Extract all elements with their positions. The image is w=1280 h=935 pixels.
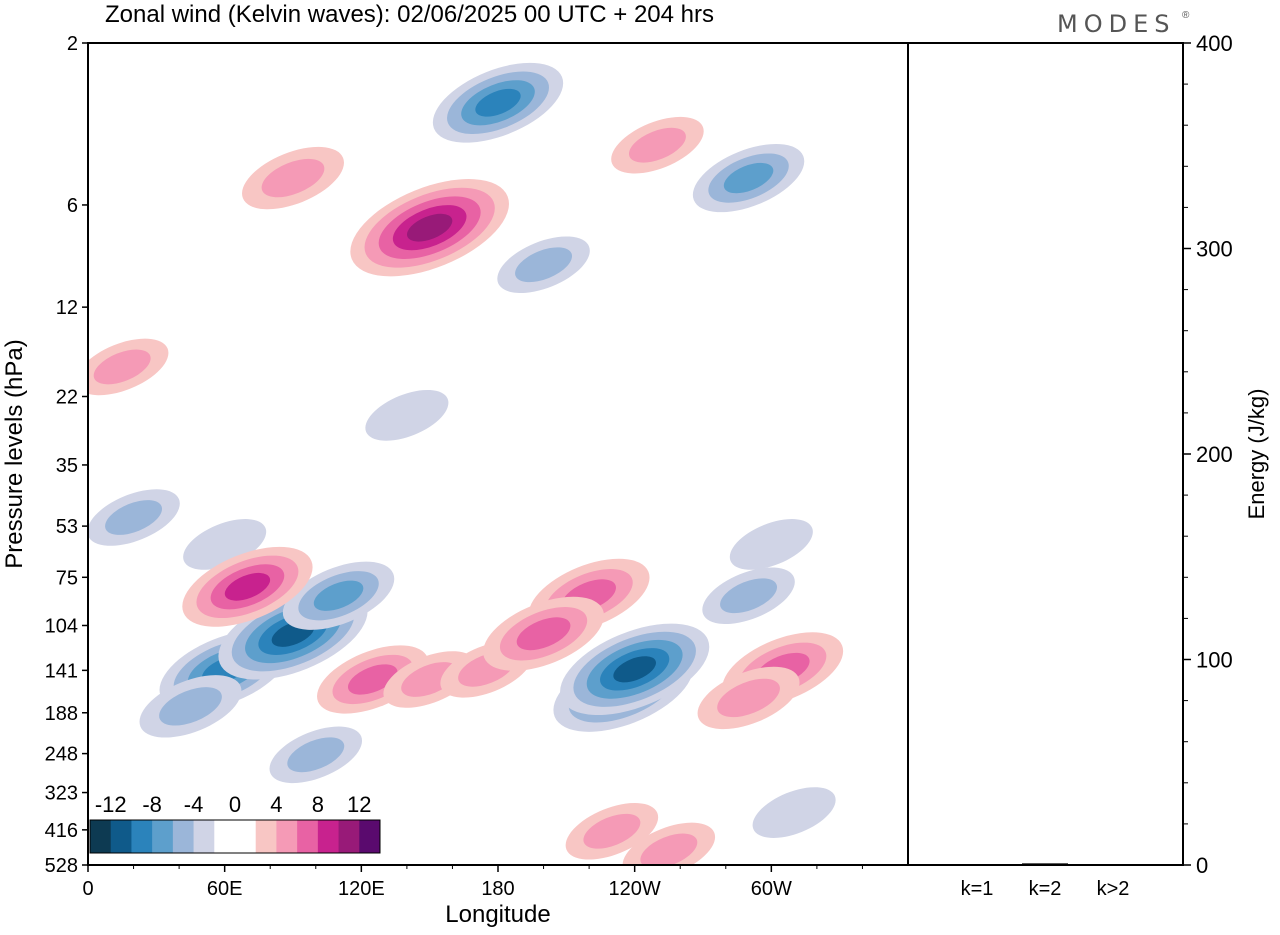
colorbar-swatch <box>131 820 153 853</box>
x-tick-label: 0 <box>82 878 93 900</box>
y-tick-label: 12 <box>56 297 78 319</box>
modes-logo: MODES <box>1057 10 1175 38</box>
x-tick-label: 60W <box>751 878 792 900</box>
anomaly-contour <box>515 247 573 283</box>
y-tick-label: 141 <box>45 660 78 682</box>
y-axis-label: Pressure levels (hPa) <box>1 339 28 568</box>
y-tick-label: 53 <box>56 516 78 538</box>
energy-bar <box>1090 864 1136 866</box>
anomaly-contour <box>93 349 151 385</box>
anomaly-contour <box>516 617 571 651</box>
anomaly-contour <box>583 813 641 849</box>
energy-tick-label: 300 <box>1196 237 1233 262</box>
colorbar-swatch <box>193 820 215 853</box>
bar-frame <box>907 42 1184 866</box>
y-tick-label: 6 <box>67 195 78 217</box>
energy-category-label: k>2 <box>1097 878 1130 900</box>
modes-logo-mark: ® <box>1182 10 1190 21</box>
x-axis-label: Longitude <box>445 901 550 928</box>
colorbar-swatch <box>214 820 236 853</box>
anomaly-contour <box>313 580 364 611</box>
anomaly-contour <box>159 687 222 726</box>
energy-bar-plot <box>907 42 1191 866</box>
colorbar-swatch <box>235 820 257 853</box>
colorbar-swatch <box>110 820 132 853</box>
y-tick-label: 104 <box>45 615 78 637</box>
anomaly-contour <box>729 519 813 570</box>
colorbar-label: 4 <box>270 792 282 817</box>
energy-tick-label: 100 <box>1196 648 1233 673</box>
anomaly-contour <box>224 572 271 601</box>
x-tick-label: 180 <box>481 878 514 900</box>
colorbar-swatch <box>359 820 381 853</box>
colorbar-swatch <box>152 820 174 853</box>
x-tick-label: 120E <box>338 878 385 900</box>
y-tick-label: 22 <box>56 386 78 408</box>
colorbar-swatch <box>90 820 112 853</box>
y-tick-label: 416 <box>45 820 78 842</box>
colorbar-swatch <box>255 820 277 853</box>
anomaly-contour <box>475 88 521 117</box>
y-tick-label: 2 <box>67 33 78 55</box>
anomaly-contour <box>723 162 774 194</box>
y-tick-label: 35 <box>56 455 78 477</box>
colorbar-swatch <box>276 820 298 853</box>
x-tick-label: 60E <box>207 878 243 900</box>
energy-axis-label: Energy (J/kg) <box>1244 389 1269 520</box>
anomaly-contour <box>613 656 656 683</box>
colorbar-label: -12 <box>95 792 127 817</box>
energy-category-label: k=2 <box>1029 878 1062 900</box>
colorbar-label: -4 <box>184 792 204 817</box>
energy-bar <box>1022 863 1068 865</box>
y-tick-label: 248 <box>45 744 78 766</box>
energy-tick-label: 200 <box>1196 442 1233 467</box>
anomaly-contour <box>720 578 778 614</box>
anomaly-contour <box>407 213 453 242</box>
colorbar-label: 8 <box>312 792 324 817</box>
colorbar-swatch <box>172 820 195 853</box>
x-tick-label: 120W <box>609 878 661 900</box>
colorbar-label: 12 <box>347 792 371 817</box>
colorbar-label: -8 <box>142 792 162 817</box>
energy-bar <box>954 864 1000 866</box>
heatmap-plot <box>82 42 909 872</box>
anomaly-contour <box>628 127 686 163</box>
energy-tick-label: 0 <box>1196 853 1208 878</box>
anomaly-contour <box>105 500 163 535</box>
energy-tick-label: 400 <box>1196 31 1233 56</box>
colorbar-label: 0 <box>229 792 241 817</box>
anomaly-contour <box>640 833 698 865</box>
anomaly-contour <box>287 737 345 773</box>
anomaly-contour <box>365 389 449 441</box>
anomaly-contour <box>717 678 780 718</box>
y-tick-label: 323 <box>45 783 78 805</box>
y-tick-label: 528 <box>45 855 78 877</box>
anomaly-contour <box>752 787 836 838</box>
y-tick-label: 75 <box>56 567 78 589</box>
heatmap-field <box>88 62 844 865</box>
colorbar-frame <box>89 819 381 854</box>
colorbar-swatch <box>297 820 319 853</box>
anomaly-contour <box>261 158 325 198</box>
colorbar-swatch <box>338 820 360 853</box>
y-tick-label: 188 <box>45 703 78 725</box>
energy-category-label: k=1 <box>961 878 994 900</box>
colorbar-swatch <box>317 820 340 853</box>
chart-title: Zonal wind (Kelvin waves): 02/06/2025 00… <box>105 1 714 28</box>
